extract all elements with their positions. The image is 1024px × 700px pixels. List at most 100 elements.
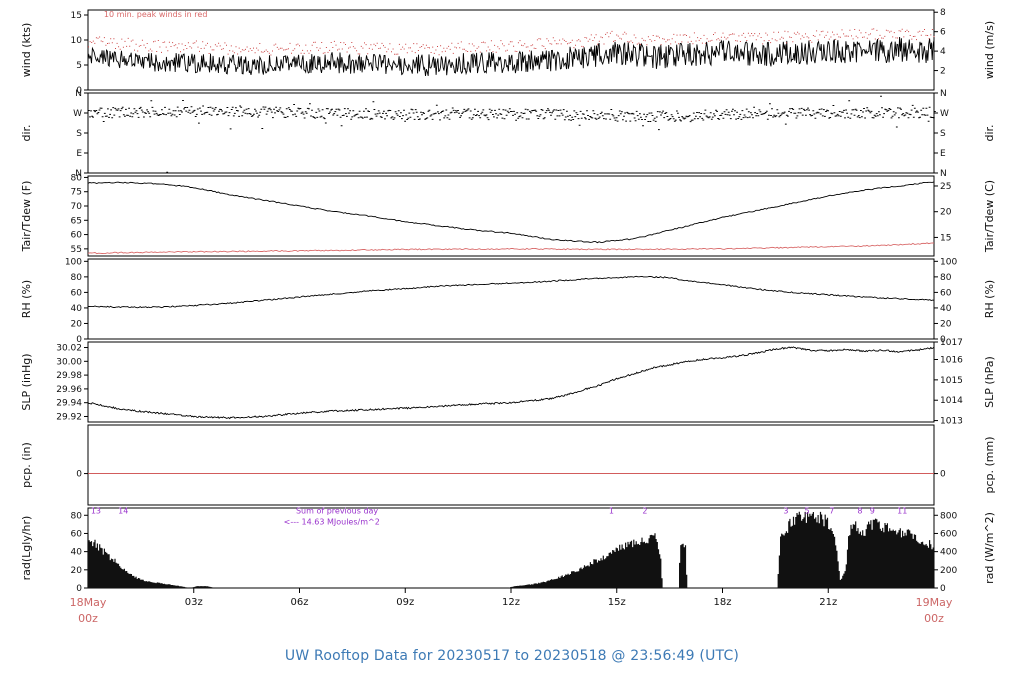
tick-label-right: 8	[940, 8, 946, 18]
series-tair	[87, 181, 935, 244]
tick-label-left: 0	[76, 335, 82, 345]
tick-label-right: N	[940, 89, 947, 99]
series-solar-rad	[87, 511, 934, 588]
annotation-rad: 5	[805, 506, 810, 515]
tick-label-left: 0	[76, 470, 82, 480]
tick-label-left: 55	[71, 245, 82, 255]
x-tick-label: 09z	[396, 597, 414, 608]
dir-frame	[87, 92, 935, 174]
tick-label-right: 80	[940, 273, 952, 283]
axis-label-right-temp: Tair/Tdew (C)	[983, 180, 996, 253]
annotation-rad: 8	[857, 506, 862, 515]
tick-label-right: 1015	[940, 376, 963, 386]
rh-frame	[87, 258, 935, 340]
tick-label-left: 60	[71, 288, 83, 298]
panel-temp: 80 75 70 65 60 55 25 20 15 Tair/Tdew (F) Tair/Tdew…	[20, 173, 996, 257]
temp-frame	[87, 175, 935, 257]
tick-label-left: 80	[71, 173, 83, 183]
tick-label-left: N	[75, 169, 82, 179]
tick-label-right: 2	[940, 67, 946, 77]
tick-label-right: 0	[940, 335, 946, 345]
annotation-rad: 14	[118, 506, 128, 515]
axis-label-left-wind: wind (kts)	[20, 23, 33, 78]
tick-label-left: 15	[71, 11, 82, 21]
tick-label-left: 80	[71, 511, 83, 521]
tick-label-right: 20	[940, 319, 952, 329]
axis-label-right-wind: wind (m/s)	[983, 21, 996, 79]
annotation-rad: 11	[897, 506, 907, 515]
tick-label-left: N	[75, 89, 82, 99]
tick-label-left: 29.96	[56, 385, 82, 395]
tick-label-left: 80	[71, 273, 83, 283]
x-tick-label: 12z	[502, 597, 520, 608]
x-tick-label: 18z	[714, 597, 732, 608]
tick-label-right: 1013	[940, 417, 963, 427]
x-tick-label: 15z	[608, 597, 626, 608]
tick-label-right: 1016	[940, 356, 963, 366]
x-end-date: 19May	[916, 596, 953, 609]
series-wind-avg	[87, 36, 935, 77]
tick-label-left: W	[73, 109, 82, 119]
tick-label-left: 40	[71, 304, 83, 314]
panel-slp: 30.02 30.00 29.98 29.96 29.94 29.92 1017 1016 10…	[20, 338, 996, 427]
tick-label-right: 20	[940, 208, 952, 218]
tick-label-right: N	[940, 169, 947, 179]
tick-label-right: W	[940, 109, 949, 119]
tick-label-right: 15	[940, 233, 951, 243]
tick-label-left: 29.94	[56, 399, 82, 409]
axis-label-right-dir: dir.	[983, 124, 996, 141]
axis-label-left-rad: rad(Lgly/hr)	[20, 516, 33, 581]
x-tick-label: 21z	[819, 597, 837, 608]
tick-label-left: 10	[71, 36, 83, 46]
series-slp	[87, 346, 935, 420]
tick-label-left: 5	[76, 61, 82, 71]
series-tdew	[87, 242, 935, 255]
series-wind-dir	[88, 95, 936, 173]
tick-label-right: 800	[940, 511, 957, 521]
x-start-date: 18May	[70, 596, 107, 609]
tick-label-left: 75	[71, 188, 82, 198]
panel-rh: 100 80 60 40 20 0 100 80 60 40 20 0 RH (%) RH (%)	[20, 257, 996, 345]
panel-pcp: 0 0 pcp. (in) pcp. (mm)	[20, 424, 996, 506]
tick-label-left: 0	[76, 86, 82, 96]
annotation-rad: <--- 14.63 MJoules/m^2	[284, 517, 380, 526]
annotation-rad: 9	[870, 506, 875, 515]
x-tick-label: 06z	[291, 597, 309, 608]
tick-label-left: 70	[71, 202, 83, 212]
axis-label-left-slp: SLP (inHg)	[20, 353, 33, 410]
tick-label-right: 6	[940, 28, 946, 38]
tick-label-right: 25	[940, 182, 951, 192]
annotation-rad: 2	[642, 506, 647, 515]
axis-label-right-slp: SLP (hPa)	[983, 356, 996, 408]
series-wind-peak	[88, 28, 935, 56]
tick-label-right: E	[940, 149, 946, 159]
tick-label-left: 20	[71, 566, 83, 576]
tick-label-left: 60	[71, 231, 83, 241]
tick-label-left: 60	[71, 529, 83, 539]
tick-label-right: 200	[940, 566, 957, 576]
axis-label-right-rh: RH (%)	[983, 280, 996, 318]
tick-label-left: 29.92	[56, 412, 82, 422]
axis-label-left-rh: RH (%)	[20, 280, 33, 318]
axis-label-right-pcp: pcp. (mm)	[983, 436, 996, 493]
chart-title: UW Rooftop Data for 20230517 to 20230518…	[284, 648, 740, 664]
tick-label-left: 0	[76, 584, 82, 594]
x-start-hour: 00z	[78, 612, 98, 625]
annotation-rad: 7	[829, 506, 834, 515]
axis-label-right-rad: rad (W/m^2)	[983, 512, 996, 584]
x-end-hour: 00z	[924, 612, 944, 625]
tick-label-right: 1014	[940, 396, 963, 406]
tick-label-left: 30.00	[56, 357, 82, 367]
tick-label-left: E	[76, 149, 82, 159]
pcp-frame	[87, 424, 935, 506]
annotation-rad: 1	[609, 506, 614, 515]
annotation-rad: 3	[783, 506, 788, 515]
tick-label-right: 0	[940, 584, 946, 594]
annotation-wind: 10 min. peak winds in red	[104, 10, 208, 19]
x-tick-label: 03z	[185, 597, 203, 608]
annotation-rad: Sum of previous day	[296, 506, 378, 515]
tick-label-left: 40	[71, 548, 83, 558]
